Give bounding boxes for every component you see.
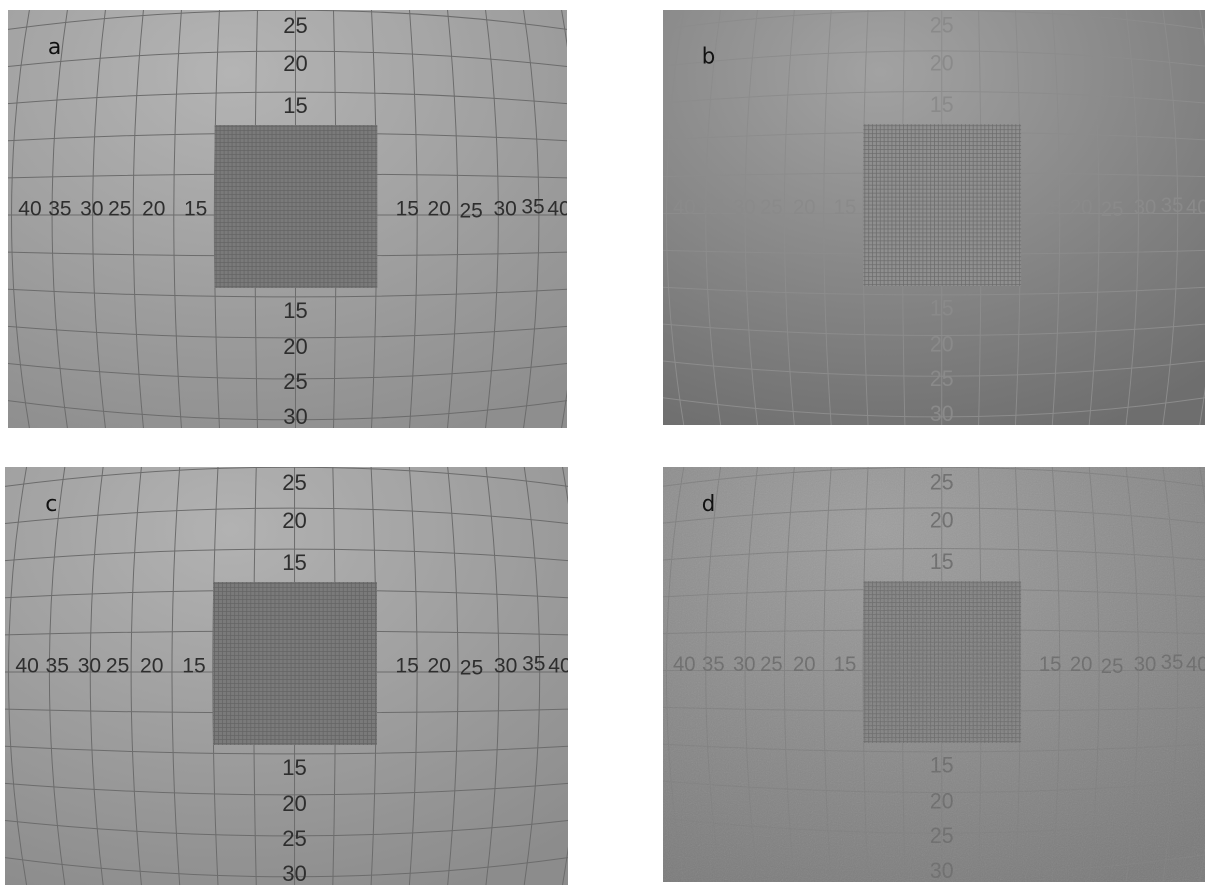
scale-number: 20 <box>142 198 165 221</box>
scale-number: 40 <box>1186 196 1205 219</box>
scale-number: 30 <box>930 401 954 425</box>
scale-number: 25 <box>460 200 483 223</box>
scale-number: 20 <box>282 791 307 816</box>
scale-number: 30 <box>1134 196 1157 219</box>
sensor-noise <box>663 467 1205 882</box>
scale-number: 15 <box>283 298 307 323</box>
scale-number: 20 <box>140 655 163 678</box>
scale-number: 35 <box>48 198 71 221</box>
scale-number: 25 <box>283 13 307 38</box>
scale-number: 30 <box>733 196 756 219</box>
scale-number: 20 <box>428 655 451 678</box>
figure: 25201540353025201515202530354015202530a2… <box>0 0 1206 885</box>
scale-number: 20 <box>793 196 816 219</box>
panel-label: d <box>702 492 716 517</box>
scale-number: 15 <box>395 655 418 678</box>
scale-number: 25 <box>930 366 954 391</box>
scale-number: 35 <box>522 653 545 676</box>
scale-number: 25 <box>282 470 307 495</box>
scale-number: 25 <box>760 196 783 219</box>
scale-number: 15 <box>282 755 307 780</box>
scale-number: 20 <box>1070 196 1093 219</box>
scale-number: 35 <box>521 196 544 219</box>
scale-number: 25 <box>283 369 307 394</box>
scale-number: 20 <box>282 508 307 533</box>
scale-number: 15 <box>184 198 207 221</box>
scale-number: 20 <box>930 50 954 75</box>
panel-label: a <box>48 35 61 60</box>
scale-number: 40 <box>15 655 38 678</box>
scale-number: 40 <box>548 655 568 678</box>
scale-number: 30 <box>80 198 103 221</box>
panel-label: c <box>45 492 57 517</box>
scale-number: 15 <box>834 196 857 219</box>
scale-number: 30 <box>493 198 516 221</box>
scale-number: 15 <box>396 198 419 221</box>
scale-number: 40 <box>18 198 41 221</box>
scale-number: 25 <box>108 198 131 221</box>
scale-number: 35 <box>46 655 69 678</box>
scale-number: 30 <box>494 655 517 678</box>
scale-number: 20 <box>283 51 307 76</box>
panel-label: b <box>702 44 716 69</box>
scale-number: 25 <box>106 655 129 678</box>
scale-number: 35 <box>1161 194 1184 217</box>
scale-number: 15 <box>182 655 205 678</box>
scale-number: 35 <box>702 196 725 219</box>
scale-number: 30 <box>282 861 307 885</box>
scale-number: 40 <box>673 196 696 219</box>
scale-number: 15 <box>930 295 954 320</box>
photo-panel: 25201540353025201515202530354015202530d <box>663 467 1205 882</box>
scale-number: 20 <box>930 331 954 356</box>
scale-number: 20 <box>283 334 307 359</box>
scale-number: 25 <box>282 826 307 851</box>
test-target <box>213 582 377 745</box>
test-target <box>863 124 1021 286</box>
scale-number: 40 <box>547 198 567 221</box>
scale-number: 20 <box>428 198 451 221</box>
scale-number: 15 <box>930 92 954 117</box>
scale-number: 15 <box>282 550 307 575</box>
scale-number: 25 <box>930 12 954 37</box>
photo-panel: 25201540353025201515202530354015202530b <box>663 10 1205 425</box>
scale-number: 25 <box>1101 198 1124 221</box>
scale-number: 30 <box>78 655 101 678</box>
scale-number: 15 <box>1039 196 1062 219</box>
scale-number: 25 <box>460 657 483 680</box>
scale-number: 15 <box>283 93 307 118</box>
scale-number: 30 <box>283 404 307 428</box>
test-target <box>215 125 378 288</box>
